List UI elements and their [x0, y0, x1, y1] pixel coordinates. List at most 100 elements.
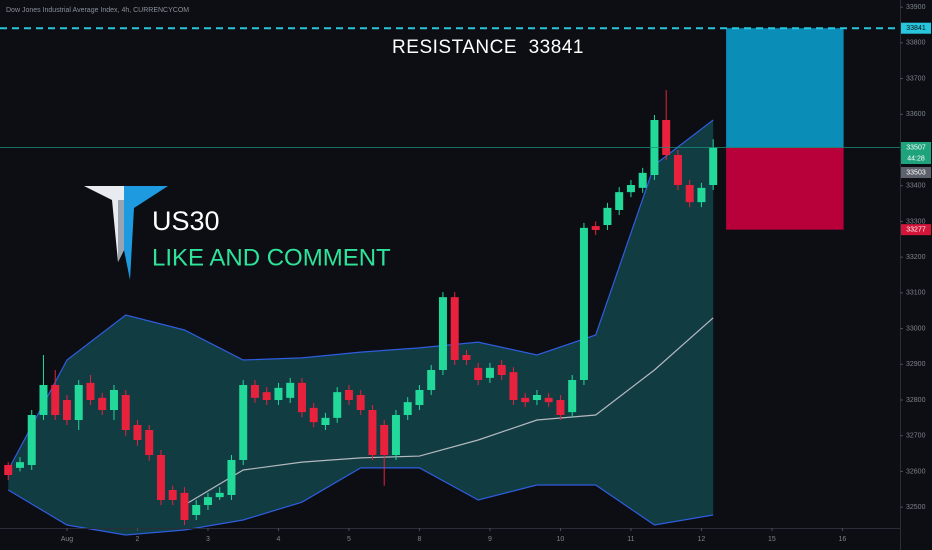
candle-body	[168, 490, 177, 500]
candle-body	[638, 172, 647, 188]
candle-body	[4, 465, 13, 475]
candle-body	[403, 402, 412, 415]
candle-body	[333, 392, 342, 418]
plot-area	[4, 90, 718, 536]
candle-body	[15, 462, 24, 468]
y-tick-label: 33100	[906, 290, 926, 297]
candle-body	[591, 226, 600, 230]
candle-body	[133, 425, 142, 440]
candle-body	[51, 385, 60, 415]
price-label: 33507	[906, 144, 926, 151]
candle-body	[250, 385, 259, 398]
y-tick-label: 33000	[906, 325, 926, 332]
candle-body	[497, 365, 506, 375]
x-tick-label: 9	[488, 536, 492, 543]
y-tick-label: 33600	[906, 111, 926, 118]
y-tick-label: 32900	[906, 361, 926, 368]
call-to-action: LIKE AND COMMENT	[152, 244, 391, 271]
candle-body	[427, 370, 436, 390]
x-tick-label: 2	[136, 536, 140, 543]
candle-body	[321, 417, 330, 425]
x-tick-label: 8	[417, 536, 421, 543]
candle-body	[27, 415, 36, 465]
candle-body	[262, 392, 271, 400]
candle-body	[391, 415, 400, 455]
candle-body	[309, 407, 318, 423]
candle-body	[532, 395, 541, 400]
candle-body	[521, 397, 530, 403]
candle-body	[438, 297, 447, 370]
x-tick-label: 12	[698, 536, 706, 543]
price-label-box	[901, 224, 931, 236]
y-tick-label: 33700	[906, 75, 926, 82]
target-zone	[726, 28, 844, 148]
y-tick-label: 33400	[906, 183, 926, 190]
candle-body	[192, 505, 201, 515]
candle-body	[203, 497, 212, 505]
candle-body	[344, 390, 353, 400]
upper-band	[7, 119, 714, 471]
candle-body	[556, 400, 565, 415]
candle-body	[450, 297, 459, 360]
candle-body	[603, 207, 612, 225]
candle-body	[685, 185, 694, 203]
candle-body	[86, 382, 95, 400]
y-tick-label: 33800	[906, 40, 926, 47]
price-label-box	[901, 142, 931, 164]
x-tick-label: 3	[206, 536, 210, 543]
candle-body	[474, 367, 483, 380]
y-tick-label: 32700	[906, 433, 926, 440]
x-tick-label: 4	[277, 536, 281, 543]
chart-title: Dow Jones Industrial Average Index, 4h, …	[6, 7, 189, 14]
y-tick-label: 33200	[906, 254, 926, 261]
candle-body	[673, 155, 682, 185]
x-tick-label: 11	[627, 536, 634, 543]
candle-body	[156, 455, 165, 500]
candle-body	[626, 185, 635, 193]
candle-body	[239, 385, 248, 460]
candle-body	[274, 387, 283, 400]
y-tick-label: 32800	[906, 397, 926, 404]
candle-body	[709, 147, 718, 185]
countdown-label: 44:28	[907, 155, 925, 162]
candle-body	[109, 390, 118, 410]
candle-body	[579, 227, 588, 380]
candle-body	[356, 395, 365, 410]
candle-body	[509, 372, 518, 400]
stop-zone	[726, 147, 844, 230]
candle-body	[39, 385, 48, 415]
candle-body	[227, 460, 236, 495]
candle-body	[62, 400, 71, 420]
y-tick-label: 33300	[906, 218, 926, 225]
price-label-box	[901, 167, 931, 178]
symbol-label: US30	[152, 206, 220, 236]
candle-body	[215, 492, 224, 498]
candle-body	[286, 382, 295, 398]
candle-body	[380, 425, 389, 455]
y-tick-label: 32600	[906, 468, 926, 475]
candle-body	[697, 187, 706, 203]
candle-body	[662, 120, 671, 155]
candle-body	[568, 380, 577, 413]
candle-body	[415, 390, 424, 405]
price-label-box	[901, 22, 931, 34]
price-label: 33277	[906, 226, 926, 233]
candle-body	[544, 397, 553, 403]
x-tick-label: 5	[347, 536, 351, 543]
y-tick-label: 33900	[906, 4, 926, 11]
candle-body	[462, 355, 471, 360]
middle-band	[184, 317, 714, 506]
candle-body	[74, 385, 83, 420]
candle-body	[615, 192, 624, 210]
x-tick-label: 10	[557, 536, 565, 543]
candle-body	[368, 410, 377, 455]
lower-band	[7, 467, 714, 536]
candle-body	[180, 492, 189, 520]
x-tick-label: 16	[839, 536, 847, 543]
candle-body	[121, 395, 130, 430]
x-tick-label: Aug	[61, 536, 74, 543]
candle-body	[297, 382, 306, 413]
candle-body	[485, 367, 494, 378]
